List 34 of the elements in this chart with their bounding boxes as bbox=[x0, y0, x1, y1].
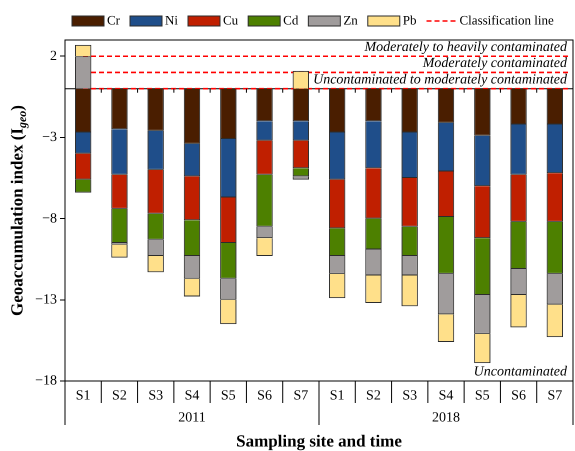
x-tick-label: S3 bbox=[402, 388, 418, 404]
x-tick-label: S2 bbox=[112, 388, 127, 404]
legend-label: Cu bbox=[223, 12, 239, 28]
annotation: Uncontaminated bbox=[474, 364, 568, 380]
x-tick-label: S5 bbox=[220, 388, 236, 404]
text: 2011 bbox=[178, 410, 206, 426]
legend-label: Pb bbox=[402, 12, 417, 28]
x-tick-label: S3 bbox=[148, 388, 164, 404]
ref-line-label: Moderately contaminated bbox=[422, 56, 568, 72]
y-axis-title: Geoaccumulation index (Igeo) bbox=[7, 105, 30, 316]
text: 2018 bbox=[432, 410, 460, 426]
x-tick-label: S6 bbox=[257, 388, 272, 404]
x-tick-label: S4 bbox=[438, 388, 454, 404]
legend-label: Cr bbox=[107, 12, 121, 28]
y-tick-label: 2 bbox=[50, 48, 57, 64]
x-axis-title: Sampling site and time bbox=[236, 431, 402, 450]
x-tick-label: S1 bbox=[76, 388, 91, 404]
y-tick-label: −8 bbox=[42, 211, 57, 226]
x-tick-label: S2 bbox=[366, 388, 381, 404]
y-tick-label: −18 bbox=[35, 374, 57, 389]
x-tick-label: S7 bbox=[547, 388, 562, 404]
text: Classification line bbox=[460, 12, 554, 28]
ref-line-label: Uncontaminated to moderately contaminated bbox=[313, 72, 568, 88]
x-tick-label: S7 bbox=[293, 388, 308, 404]
y-tick-label: −13 bbox=[35, 292, 57, 308]
x-tick-label: S6 bbox=[511, 388, 526, 404]
x-tick-label: S1 bbox=[330, 388, 345, 404]
legend-label: Ni bbox=[165, 12, 178, 28]
x-tick-label: S4 bbox=[184, 388, 200, 404]
y-tick-label: −3 bbox=[42, 130, 57, 146]
legend-label: Cd bbox=[283, 12, 299, 28]
ref-line-label: Moderately to heavily contaminated bbox=[363, 40, 568, 55]
legend-label: Zn bbox=[343, 12, 358, 28]
x-tick-label: S5 bbox=[474, 388, 490, 404]
